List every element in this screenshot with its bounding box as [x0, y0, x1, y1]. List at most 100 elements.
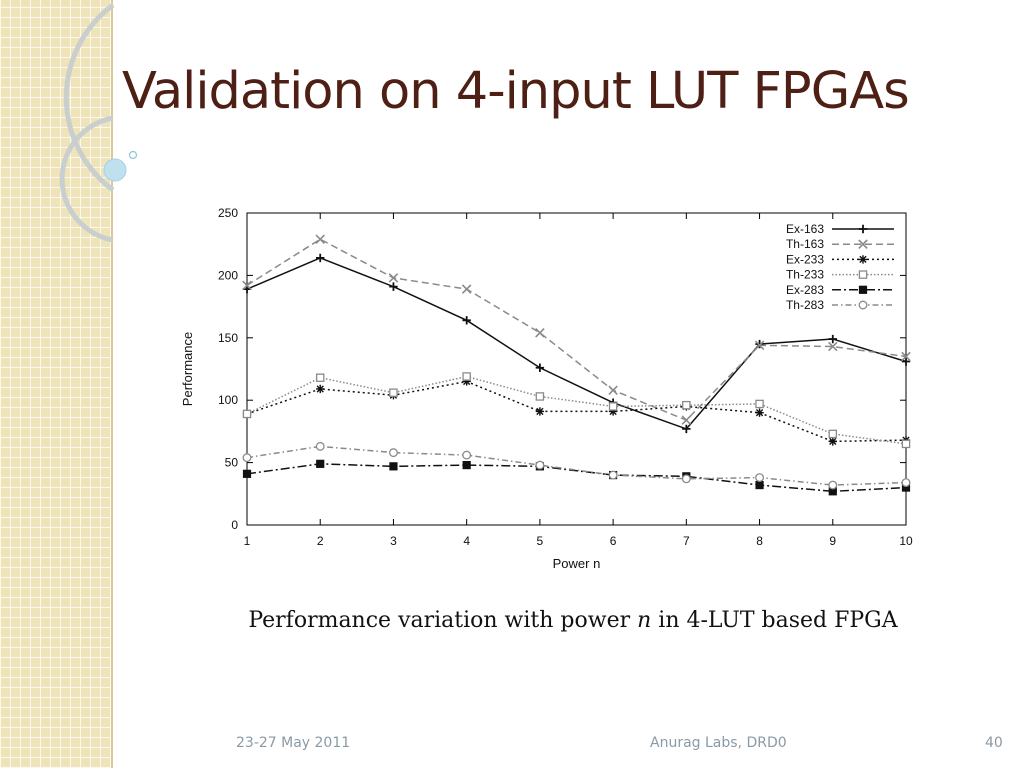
data-point-ex-283	[316, 459, 325, 468]
data-point-th-233	[462, 372, 471, 381]
decor-bubble-large	[103, 158, 127, 182]
legend-label: Th-233	[786, 268, 824, 282]
y-tick-label: 150	[218, 331, 238, 345]
data-point-th-283	[901, 478, 911, 488]
data-point-th-283	[462, 450, 472, 460]
data-point-th-283	[315, 441, 325, 451]
data-point-th-233	[608, 402, 618, 411]
legend-marker-th-283	[858, 300, 868, 310]
data-point-ex-233	[462, 377, 471, 386]
data-point-th-233	[755, 399, 764, 409]
data-point-th-163	[754, 340, 765, 351]
data-point-th-163	[681, 415, 692, 425]
data-point-th-233	[242, 409, 252, 419]
data-point-th-163	[388, 273, 399, 283]
data-point-ex-233	[535, 407, 545, 416]
decorative-rings	[59, 2, 138, 243]
series-line-th-233	[246, 375, 907, 445]
caption-text-before: Performance variation with power	[248, 608, 638, 633]
y-tick-label: 50	[225, 456, 239, 470]
data-point-ex-283	[389, 462, 398, 471]
data-point-ex-163	[462, 316, 471, 325]
caption-text-after: in 4-LUT based FPGA	[651, 608, 898, 633]
x-tick-label: 5	[537, 534, 544, 548]
data-point-th-163	[608, 385, 618, 395]
data-point-th-163	[242, 280, 252, 291]
x-tick-label: 4	[463, 534, 470, 548]
legend-label: Th-283	[786, 298, 824, 312]
data-point-ex-233	[608, 407, 618, 416]
decor-outer-arc	[63, 2, 115, 193]
data-point-ex-163	[755, 339, 764, 349]
series-line-th-163	[246, 238, 907, 422]
legend-label: Ex-233	[786, 252, 824, 266]
data-point-th-163	[315, 234, 325, 244]
y-tick-label: 200	[218, 268, 238, 282]
figure-caption: Performance variation with power n in 4-…	[0, 608, 1024, 633]
performance-line-chart: 0 50 100 150 200 250 1 2 3 4 5 6 7 8 9 10 Power n Perform…	[180, 206, 913, 571]
slide-title: Validation on 4-input LUT FPGAs	[122, 62, 910, 121]
data-point-th-283	[388, 448, 398, 458]
x-tick-label: 9	[829, 534, 836, 548]
data-point-ex-163	[901, 357, 911, 366]
decor-inner-arc	[59, 115, 114, 243]
data-point-th-233	[535, 392, 545, 401]
legend-marker-th-233	[858, 270, 868, 279]
data-point-ex-163	[316, 253, 325, 263]
x-tick-label: 10	[899, 534, 913, 548]
legend-marker-ex-163	[858, 224, 868, 234]
legend-label: Ex-283	[786, 283, 824, 297]
y-tick-label: 100	[218, 393, 238, 407]
data-point-th-283	[755, 473, 765, 483]
data-point-ex-233	[828, 437, 837, 446]
data-point-th-163	[535, 328, 545, 338]
data-point-th-163	[901, 351, 911, 362]
y-tick-label: 250	[218, 206, 238, 220]
data-point-th-233	[682, 400, 691, 410]
data-point-th-233	[901, 439, 911, 449]
data-point-th-233	[389, 388, 398, 397]
legend-marker-ex-283	[858, 285, 868, 294]
footer-organization: Anurag Labs, DRD0	[650, 735, 787, 751]
data-point-ex-283	[755, 480, 764, 490]
data-point-ex-283	[242, 469, 252, 478]
series-line-ex-233	[246, 380, 907, 443]
data-point-ex-163	[535, 363, 545, 372]
data-point-ex-163	[389, 282, 398, 291]
footer-date: 23-27 May 2011	[236, 735, 351, 751]
data-point-th-233	[828, 429, 838, 439]
x-axis-label: Power n	[553, 556, 601, 571]
data-point-th-283	[535, 460, 545, 470]
data-point-th-163	[461, 284, 472, 294]
decor-bubble-small	[128, 150, 138, 160]
legend-label: Th-163	[786, 237, 824, 251]
caption-math-n: n	[637, 608, 652, 633]
x-tick-label: 8	[756, 534, 763, 548]
data-point-th-163	[828, 341, 838, 352]
data-point-th-233	[315, 373, 325, 382]
data-point-ex-163	[682, 424, 691, 434]
x-tick-label: 1	[244, 534, 251, 548]
legend-marker-ex-233	[858, 255, 868, 264]
data-point-ex-283	[462, 460, 471, 470]
data-point-th-283	[608, 470, 618, 480]
data-point-ex-163	[828, 334, 837, 344]
chart-container: 0 50 100 150 200 250 1 2 3 4 5 6 7 8 9 10 Power n Perform…	[170, 200, 930, 584]
y-axis-label: Performance	[180, 332, 195, 406]
legend-label: Ex-163	[786, 222, 824, 236]
plot-frame	[246, 212, 907, 526]
series-line-th-283	[246, 445, 907, 486]
data-point-th-283	[242, 453, 252, 463]
x-tick-label: 3	[390, 534, 397, 548]
x-tick-label: 2	[317, 534, 324, 548]
data-point-th-283	[828, 480, 838, 490]
data-point-ex-233	[755, 408, 764, 417]
data-point-th-283	[681, 474, 691, 484]
data-point-ex-233	[316, 384, 325, 394]
y-tick-label: 0	[231, 518, 238, 532]
series-line-ex-163	[246, 257, 907, 430]
x-tick-label: 7	[683, 534, 690, 548]
legend-marker-th-163	[858, 239, 868, 249]
footer-page-number: 40	[985, 735, 1003, 751]
series-line-ex-283	[246, 463, 907, 493]
